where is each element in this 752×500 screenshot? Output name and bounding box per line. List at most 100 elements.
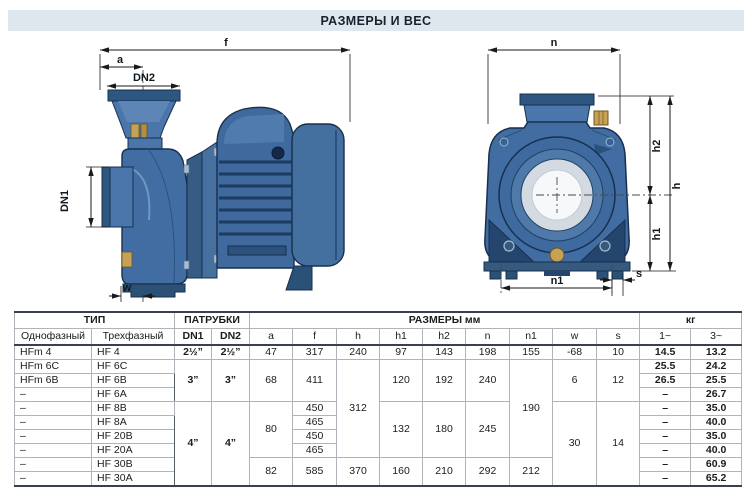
cell-dn1: 4” — [174, 401, 213, 487]
cell-w: 6 — [552, 359, 598, 402]
col-header-dn1: DN1 — [174, 328, 213, 346]
foot-tab — [489, 270, 502, 280]
suction-port — [109, 166, 134, 228]
col-header-h: h — [336, 328, 381, 346]
motor-foot — [285, 265, 313, 291]
cell-dn2: 4” — [211, 401, 251, 487]
dim-n-label: n — [551, 37, 558, 49]
cell-model-mono: – — [14, 443, 92, 458]
cell-n: 240 — [465, 359, 511, 402]
cell-model-mono: – — [14, 401, 92, 416]
cell-kg1: – — [639, 401, 692, 416]
cell-h2: 210 — [422, 457, 467, 487]
cell-kg1: – — [639, 457, 692, 472]
cell-kg1: – — [639, 429, 692, 444]
dimensions-table: ТИП ПАТРУБКИ РАЗМЕРЫ мм кг Однофазный Тр… — [13, 311, 743, 487]
cell-model-tri: HF 8A — [90, 415, 176, 430]
cell-kg1: – — [639, 387, 692, 402]
dim-f-label: f — [224, 37, 228, 49]
brass-gland-2 — [140, 123, 148, 140]
inlet-flange — [107, 89, 181, 102]
cell-a: 47 — [249, 344, 294, 360]
cell-kg3: 26.7 — [690, 387, 743, 402]
cell-f: 450 — [292, 401, 338, 416]
cell-f: 465 — [292, 443, 338, 458]
front-view-dimensions: n h2 h h1 n1 s — [487, 37, 683, 296]
table-row: – HF 30A – 65.2 — [14, 471, 743, 487]
table-row: – HF 30B 82 585 370 160 210 292 212 – 60… — [14, 457, 743, 487]
base-strip — [483, 261, 631, 272]
bolt-stud — [183, 164, 190, 174]
col-header-kg1: 1~ — [639, 328, 692, 346]
side-view-dimensions: f a DN2 DN1 w — [59, 37, 351, 302]
cell-f: 585 — [292, 457, 338, 487]
cell-a: 82 — [249, 457, 294, 487]
funnel-highlight — [118, 101, 170, 122]
table-row: HFm 4 HF 4 2½” 2½” 47 317 240 97 143 198… — [14, 344, 743, 360]
cell-dn1: 3” — [174, 359, 213, 402]
group-header-row: ТИП ПАТРУБКИ РАЗМЕРЫ мм кг — [13, 311, 743, 329]
cell-kg3: 13.2 — [690, 344, 743, 360]
cell-model-mono: HFm 6B — [14, 373, 92, 388]
cell-h1: 97 — [379, 344, 424, 360]
volute-seam — [147, 148, 175, 285]
col-header-w: w — [552, 328, 598, 346]
dim-s-label: s — [636, 268, 642, 280]
cell-model-mono: HFm 6C — [14, 359, 92, 374]
group-header-type: ТИП — [13, 311, 176, 329]
dim-h2-label: h2 — [651, 140, 663, 153]
cell-model-mono: – — [14, 457, 92, 472]
cell-h2: 180 — [422, 401, 467, 458]
cell-model-tri: HF 8B — [90, 401, 176, 416]
cell-s: 12 — [596, 359, 641, 402]
group-header-weight: кг — [639, 311, 743, 329]
cell-h1: 120 — [379, 359, 424, 402]
cell-kg1: 26.5 — [639, 373, 692, 388]
cell-model-tri: HF 4 — [90, 344, 176, 360]
cell-kg3: 35.0 — [690, 429, 743, 444]
cell-kg1: – — [639, 471, 692, 487]
cell-n: 292 — [465, 457, 511, 487]
foot-tab — [505, 270, 518, 280]
pump-front-view-drawing: n h2 h h1 n1 s — [483, 37, 683, 296]
cell-n: 245 — [465, 401, 511, 458]
cell-dn2: 3” — [211, 359, 251, 402]
cell-model-tri: HF 6A — [90, 387, 176, 402]
col-header-dn2: DN2 — [211, 328, 251, 346]
cell-f: 411 — [292, 359, 338, 402]
col-header-n: n — [465, 328, 511, 346]
group-header-ports: ПАТРУБКИ — [174, 311, 251, 329]
cell-n1: 155 — [509, 344, 554, 360]
foot-tab — [611, 270, 624, 280]
cell-s: 14 — [596, 401, 641, 487]
bell-housing — [201, 141, 218, 279]
col-header-n1: n1 — [509, 328, 554, 346]
cell-model-mono: – — [14, 415, 92, 430]
col-header-h1: h1 — [379, 328, 424, 346]
cell-model-tri: HF 30B — [90, 457, 176, 472]
cell-n1: 190 — [509, 359, 554, 458]
cell-model-tri: HF 6B — [90, 373, 176, 388]
cell-a: 68 — [249, 359, 294, 402]
pump-front-body — [483, 93, 674, 296]
dim-w-label: w — [122, 282, 132, 294]
cell-kg1: – — [639, 415, 692, 430]
cell-kg3: 24.2 — [690, 359, 743, 374]
brass-drain-plug — [121, 251, 133, 268]
foot-bolt-hole — [503, 240, 515, 252]
cell-h: 370 — [336, 457, 381, 487]
cell-h2: 192 — [422, 359, 467, 402]
brass-drain — [549, 247, 565, 263]
cell-w: -68 — [552, 344, 598, 360]
col-header-f: f — [292, 328, 338, 346]
cell-h2: 143 — [422, 344, 467, 360]
col-header-h2: h2 — [422, 328, 467, 346]
pump-foot — [122, 283, 186, 298]
bolt-hole — [605, 137, 615, 147]
motor-end-cap — [291, 123, 345, 267]
dim-h1-label: h1 — [651, 228, 663, 241]
cell-w: 30 — [552, 401, 598, 487]
cell-model-tri: HF 6C — [90, 359, 176, 374]
dim-dn1-label: DN1 — [59, 190, 71, 212]
